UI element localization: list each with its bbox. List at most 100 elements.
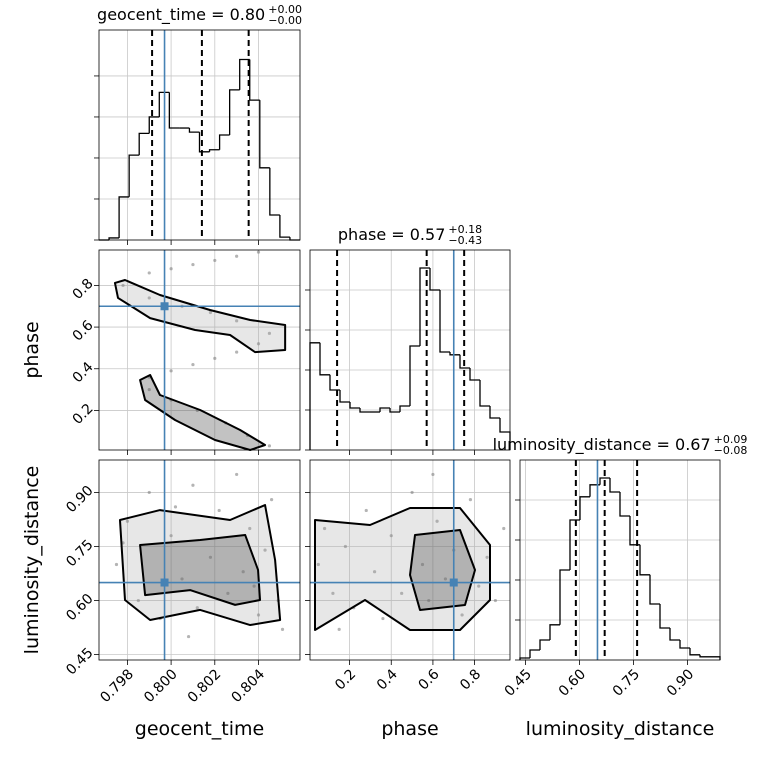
- y-tick-label: 0.6: [70, 317, 97, 344]
- sample-point: [121, 283, 125, 288]
- hist-bar: [409, 345, 420, 406]
- sample-point: [372, 570, 377, 574]
- hist-bar: [379, 407, 390, 412]
- sample-point: [435, 519, 439, 523]
- sample-point: [125, 519, 130, 523]
- hist-bar: [429, 268, 440, 291]
- sample-point: [477, 584, 481, 588]
- sample-point: [235, 254, 239, 258]
- sample-point: [381, 616, 385, 621]
- sample-point: [343, 544, 348, 549]
- hist-bar: [449, 352, 460, 356]
- y-tick-label: 0.60: [63, 591, 96, 624]
- hist-bar: [529, 649, 540, 658]
- hist-bar: [198, 132, 210, 153]
- hist-bar: [469, 368, 480, 381]
- y-tick-label: 0.8: [70, 276, 97, 303]
- hist-bar: [339, 390, 350, 403]
- hist-bar: [559, 569, 570, 625]
- hist-bar: [619, 492, 630, 517]
- hist-bar: [128, 154, 140, 197]
- sample-point: [468, 498, 473, 502]
- contour: [314, 507, 491, 631]
- hist-bar: [269, 167, 280, 216]
- contour: [139, 533, 262, 606]
- sample-point: [267, 331, 272, 335]
- sample-point: [364, 508, 368, 513]
- x-tick-label: 0.60: [556, 666, 589, 699]
- sample-point: [235, 319, 239, 323]
- sample-point: [427, 598, 431, 603]
- x-tick-label: 0.6: [416, 666, 443, 693]
- hist-bar: [659, 604, 670, 629]
- x-axis-label: phase: [381, 718, 438, 740]
- sample-point: [213, 356, 217, 360]
- hist-bar: [279, 214, 290, 238]
- hist-bar: [639, 544, 650, 576]
- panel-frame: [309, 459, 511, 661]
- y-tick-label: 0.4: [70, 359, 97, 386]
- panel-frame: [519, 459, 721, 661]
- sample-point: [502, 526, 506, 531]
- sample-point: [195, 606, 199, 610]
- x-axis-label: luminosity_distance: [526, 718, 715, 740]
- hist-bar: [459, 354, 470, 369]
- sample-point: [241, 570, 245, 574]
- hist-bar: [208, 149, 220, 152]
- panel-background: [99, 460, 300, 660]
- sample-point: [235, 350, 239, 354]
- x-tick-label: 0.802: [185, 666, 225, 706]
- sample-point: [173, 505, 178, 509]
- x-tick-label: 0.800: [141, 666, 181, 706]
- sample-point: [337, 627, 341, 631]
- hist-bar: [158, 91, 170, 117]
- hist-bar: [218, 134, 230, 150]
- sample-point: [136, 598, 140, 603]
- hist-bar: [118, 196, 130, 238]
- title-lower-error: −0.08: [714, 444, 748, 457]
- hist-bar: [589, 484, 600, 497]
- sample-point: [208, 555, 213, 559]
- hist-bar: [399, 405, 410, 412]
- sample-point: [431, 472, 435, 477]
- hist-bar: [168, 92, 180, 129]
- hist-bar: [229, 89, 240, 135]
- sample-point: [169, 369, 173, 373]
- sample-point: [263, 548, 267, 552]
- sample-point: [191, 362, 195, 367]
- sample-point: [322, 526, 327, 531]
- x-tick-label: 0.90: [664, 666, 697, 699]
- y-axis-label: luminosity_distance: [21, 466, 43, 655]
- truth-marker: [160, 302, 169, 311]
- panel-frame: [98, 29, 301, 241]
- title-upper-error: +0.18: [448, 223, 482, 236]
- title-upper-error: +0.09: [714, 433, 748, 446]
- sample-point: [316, 562, 320, 567]
- sample-point: [169, 267, 173, 271]
- x-tick-label: 0.75: [610, 666, 643, 699]
- y-tick-label: 0.2: [70, 401, 97, 428]
- truth-marker: [160, 578, 169, 587]
- x-tick-label: 0.2: [332, 666, 359, 693]
- hist-bar: [699, 654, 710, 658]
- sample-point: [213, 258, 217, 263]
- sample-point: [443, 577, 448, 581]
- sample-point: [217, 508, 221, 513]
- title-lower-error: −0.43: [448, 234, 482, 247]
- truth-marker: [449, 578, 458, 587]
- panel-title: phase = 0.57: [338, 225, 445, 244]
- sample-point: [267, 444, 272, 448]
- hist-bar: [419, 267, 430, 346]
- hist-bar: [239, 58, 250, 90]
- sample-point: [269, 498, 274, 502]
- x-tick-label: 0.8: [457, 666, 484, 693]
- hist-bar: [689, 648, 700, 656]
- hist-bar: [389, 408, 400, 413]
- title-lower-error: −0.00: [268, 14, 302, 27]
- hist-bar: [549, 624, 560, 640]
- sample-point: [226, 591, 230, 595]
- sample-point: [191, 483, 195, 487]
- sample-point: [147, 296, 151, 300]
- sample-point: [280, 627, 285, 631]
